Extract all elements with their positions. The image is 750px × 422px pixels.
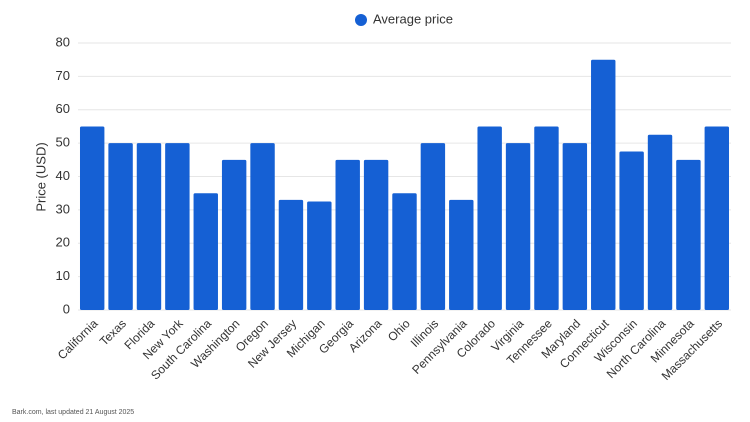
legend-label: Average price xyxy=(373,11,453,26)
footer: Bark.com, last updated 21 August 2025 xyxy=(12,409,134,416)
bar xyxy=(647,134,673,310)
bar xyxy=(221,159,247,310)
bar xyxy=(704,126,730,310)
bar xyxy=(79,126,105,310)
y-tick-label: 30 xyxy=(56,201,70,216)
bar xyxy=(619,151,644,310)
legend-marker xyxy=(355,14,367,26)
bar xyxy=(534,126,559,310)
bar xyxy=(392,193,417,310)
bar xyxy=(165,143,190,310)
bar xyxy=(562,143,588,310)
bar xyxy=(591,59,616,310)
bar xyxy=(136,143,162,310)
bar xyxy=(363,159,389,310)
bar xyxy=(108,143,133,310)
bar xyxy=(676,159,701,310)
bar xyxy=(505,143,531,310)
bar xyxy=(449,199,474,310)
y-tick-label: 60 xyxy=(56,101,70,116)
y-axis-label: Price (USD) xyxy=(33,142,48,211)
bar xyxy=(335,159,360,310)
bar xyxy=(193,193,218,310)
bar xyxy=(250,143,275,310)
bar xyxy=(477,126,502,310)
y-tick-label: 50 xyxy=(56,135,70,150)
y-tick-label: 70 xyxy=(56,68,70,83)
bar xyxy=(307,201,332,310)
x-tick-label: California xyxy=(55,316,101,362)
bar xyxy=(278,199,304,310)
bar xyxy=(420,143,446,310)
y-tick-label: 80 xyxy=(56,34,70,49)
y-tick-label: 20 xyxy=(56,235,70,250)
y-tick-label: 40 xyxy=(56,168,70,183)
y-tick-label: 0 xyxy=(63,301,70,316)
y-tick-label: 10 xyxy=(56,268,70,283)
